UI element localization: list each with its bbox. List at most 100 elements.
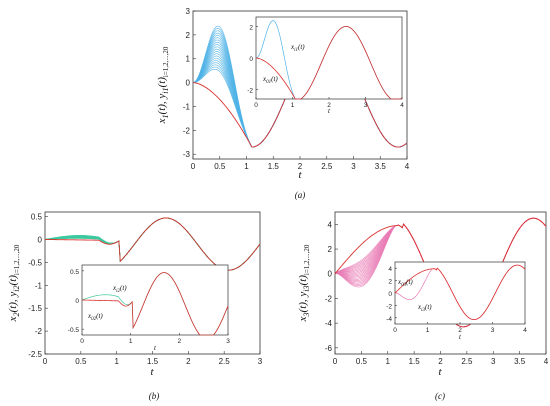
panel-a-y-tick-label: 1 xyxy=(186,55,191,64)
panel-b-x-tick-label: 2.5 xyxy=(219,357,231,366)
panel-b-y-tick-label: -0.5 xyxy=(28,258,42,267)
panel-c-inset-follower-label: xi3(t) xyxy=(417,303,432,313)
panel-a-x-tick-label: 1 xyxy=(244,162,249,171)
panel-a-y-tick-label: -1 xyxy=(183,102,191,111)
panel-c-inset-x-tick-label: 2 xyxy=(458,327,462,334)
panel-b-follower-line xyxy=(44,217,261,271)
panel-c-y-label-tail: (t) xyxy=(297,275,309,286)
panel-c-inset-leader-label: x03(t) xyxy=(397,278,413,288)
panel-b-follower-line xyxy=(44,217,261,271)
panel-c-y-ticks: 4 2 0 -2 -4 -6 xyxy=(325,220,338,353)
panel-a-x-tick-label: 4 xyxy=(405,162,410,171)
panel-a-caption: (a) xyxy=(295,190,306,200)
panel-b-x-tick-label: 1 xyxy=(114,357,119,366)
panel-b-inset-frame xyxy=(81,264,229,336)
panel-c-y-label-sub1: 3 xyxy=(302,312,311,317)
panel-b-inset-y-tick-label: 0.5 xyxy=(70,269,79,276)
panel-a-inset-leader-main: x xyxy=(262,75,267,83)
panel-c-inset-follower-tail: (t) xyxy=(425,303,432,311)
panel-a-x-tick-label: 0 xyxy=(191,162,196,171)
panel-a-x-tick-label: 1.5 xyxy=(268,162,280,171)
panel-a-inset-leader-label: x01(t) xyxy=(262,75,278,85)
panel-b-follower-line xyxy=(44,217,261,271)
panel-b-inset-x-tick-label: 3 xyxy=(226,338,230,345)
panel-b-inset-leader-label: x02(t) xyxy=(87,312,103,322)
panel-c-inset-follower-main: x xyxy=(417,303,422,311)
panel-b-follower-line xyxy=(44,217,261,271)
panel-b-follower-line xyxy=(44,217,261,271)
panel-b-follower-line xyxy=(44,217,261,271)
panel-c-inset-leader-tail: (t) xyxy=(406,278,413,286)
panel-b-inset-follower-tail: (t) xyxy=(120,284,127,292)
panel-b-leader-line xyxy=(44,217,261,271)
panel-b-inset-follower-main: x xyxy=(112,284,117,292)
panel-b-follower-line xyxy=(44,217,261,271)
panel-a-x-tick-label: 3 xyxy=(351,162,356,171)
panel-c-x-tick-label: 1 xyxy=(386,357,391,366)
panel-a-inset-follower-sub: i1 xyxy=(294,48,298,53)
panel-c-inset-x-tick-label: 0 xyxy=(393,327,397,334)
panel-a-y-label-sub2: i1 xyxy=(161,87,170,93)
panel-c-x-tick-label: 1.5 xyxy=(409,357,421,366)
panel-b: 0 0.5 1 1.5 2 2.5 3 0.50-0.5-1-1.5-2-2.5 t x2(… xyxy=(7,211,263,401)
panel-b-follower-line xyxy=(44,217,261,271)
panel-a-inset-frame xyxy=(255,16,403,100)
panel-b-y-label-tail: (t) xyxy=(7,275,19,286)
panel-c-inset-y-tick-label: 4 xyxy=(388,266,392,273)
panel-b-x-label: t xyxy=(150,366,154,378)
panel-a-inset-series xyxy=(255,20,403,100)
panel-b-y-tick-label: -1.5 xyxy=(28,304,42,313)
panel-c-y-tick-label: 2 xyxy=(328,245,333,254)
panel-c-y-tick-label: 0 xyxy=(328,270,333,279)
panel-b-series xyxy=(44,217,261,271)
panel-b-follower-line xyxy=(44,217,261,271)
panel-b-y-tick-label: -2 xyxy=(35,327,43,336)
panel-b-inset-follower-label: xi2(t) xyxy=(112,284,127,294)
panel-b-x-tick-label: 0 xyxy=(43,357,48,366)
panel-a-inset-follower-tail: (t) xyxy=(298,43,305,51)
panel-b-inset-follower-sub: i2 xyxy=(116,289,120,294)
panel-b-inset-series xyxy=(81,272,229,336)
panel-b-follower-line xyxy=(44,217,261,271)
panel-b-caption: (b) xyxy=(149,391,160,401)
panel-a-inset-x-tick-label: 4 xyxy=(400,102,404,109)
panel-b-follower-line xyxy=(44,217,261,271)
panel-c-inset-y-tick-label: 0 xyxy=(388,291,392,298)
panel-b-inset-x-ticks: 0 1 2 3 xyxy=(80,333,230,345)
panel-a-x-tick-label: 3.5 xyxy=(375,162,387,171)
panel-c-x-tick-label: 3 xyxy=(491,357,496,366)
panel-c-inset-frame xyxy=(394,261,526,325)
panel-a-inset-follower-label: xi1(t) xyxy=(290,43,305,53)
panel-b-inset-leader-line xyxy=(81,272,229,336)
panel-b-follower-line xyxy=(44,217,261,271)
panel-c-x-tick-label: 0 xyxy=(333,357,338,366)
panel-b-follower-line xyxy=(44,217,261,271)
panel-c-inset-x-ticks: 0 1 2 3 4 xyxy=(393,322,527,334)
panel-c-inset-leader-sub: 03 xyxy=(401,283,407,288)
panel-c-y-tick-label: -2 xyxy=(325,294,333,303)
panel-a-y-tick-label: 0 xyxy=(186,79,191,88)
panel-b-follower-line xyxy=(44,217,261,271)
panel-c-inset-x-tick-label: 4 xyxy=(523,327,527,334)
panel-c-inset-y-tick-label: -2 xyxy=(386,303,392,310)
panel-b-y-label-main: x xyxy=(7,316,19,322)
panel-a-y-tick-label: 3 xyxy=(186,7,191,16)
panel-c-x-tick-label: 2 xyxy=(438,357,443,366)
panel-b-follower-line xyxy=(44,217,261,271)
panel-c-x-ticks: 0 0.5 1 1.5 2 2.5 3 3.5 4 xyxy=(333,351,549,366)
panel-a-inset-x-tick-label: 3 xyxy=(364,102,368,109)
panel-c-inset-follower-sub: i3 xyxy=(421,308,425,313)
panel-b-x-tick-label: 0.5 xyxy=(75,357,87,366)
panel-b-inset-y-tick-label: -0.5 xyxy=(68,327,80,334)
panel-a-x-tick-label: 0.5 xyxy=(214,162,226,171)
panel-b-y-label-sub2: i2 xyxy=(12,285,21,291)
panel-a-inset-x-tick-label: 2 xyxy=(327,102,331,109)
panel-c: 0 0.5 1 1.5 2 2.5 3 3.5 4 420-2-4-6 t x3(t), yi3… xyxy=(297,211,549,401)
panel-a-y-label-mid: (t), y xyxy=(156,94,168,115)
panel-b-follower-line xyxy=(44,217,261,271)
panel-c-y-label-mid: (t), y xyxy=(297,292,309,313)
panel-a-y-label-sub1: 1 xyxy=(161,114,170,118)
panel-a-x-ticks: 0 0.5 1 1.5 2 2.5 3 3.5 4 xyxy=(191,156,410,171)
